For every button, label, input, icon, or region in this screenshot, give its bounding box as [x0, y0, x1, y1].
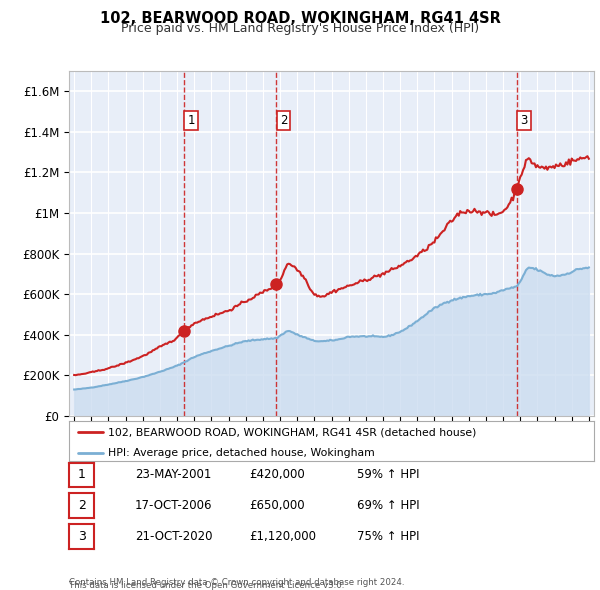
Text: 23-MAY-2001: 23-MAY-2001: [135, 468, 211, 481]
Text: 69% ↑ HPI: 69% ↑ HPI: [357, 499, 419, 512]
Text: 2: 2: [280, 114, 287, 127]
Text: 1: 1: [187, 114, 194, 127]
Text: This data is licensed under the Open Government Licence v3.0.: This data is licensed under the Open Gov…: [69, 581, 344, 590]
Text: Price paid vs. HM Land Registry's House Price Index (HPI): Price paid vs. HM Land Registry's House …: [121, 22, 479, 35]
Text: 102, BEARWOOD ROAD, WOKINGHAM, RG41 4SR: 102, BEARWOOD ROAD, WOKINGHAM, RG41 4SR: [100, 11, 500, 25]
Text: £420,000: £420,000: [249, 468, 305, 481]
Text: HPI: Average price, detached house, Wokingham: HPI: Average price, detached house, Woki…: [109, 448, 375, 458]
Text: 75% ↑ HPI: 75% ↑ HPI: [357, 530, 419, 543]
Text: 21-OCT-2020: 21-OCT-2020: [135, 530, 212, 543]
Text: 102, BEARWOOD ROAD, WOKINGHAM, RG41 4SR (detached house): 102, BEARWOOD ROAD, WOKINGHAM, RG41 4SR …: [109, 427, 477, 437]
Text: Contains HM Land Registry data © Crown copyright and database right 2024.: Contains HM Land Registry data © Crown c…: [69, 578, 404, 587]
Text: £1,120,000: £1,120,000: [249, 530, 316, 543]
Text: 3: 3: [77, 530, 86, 543]
Text: 2: 2: [77, 499, 86, 512]
Text: 59% ↑ HPI: 59% ↑ HPI: [357, 468, 419, 481]
Text: £650,000: £650,000: [249, 499, 305, 512]
Text: 3: 3: [520, 114, 528, 127]
Text: 1: 1: [77, 468, 86, 481]
Text: 17-OCT-2006: 17-OCT-2006: [135, 499, 212, 512]
